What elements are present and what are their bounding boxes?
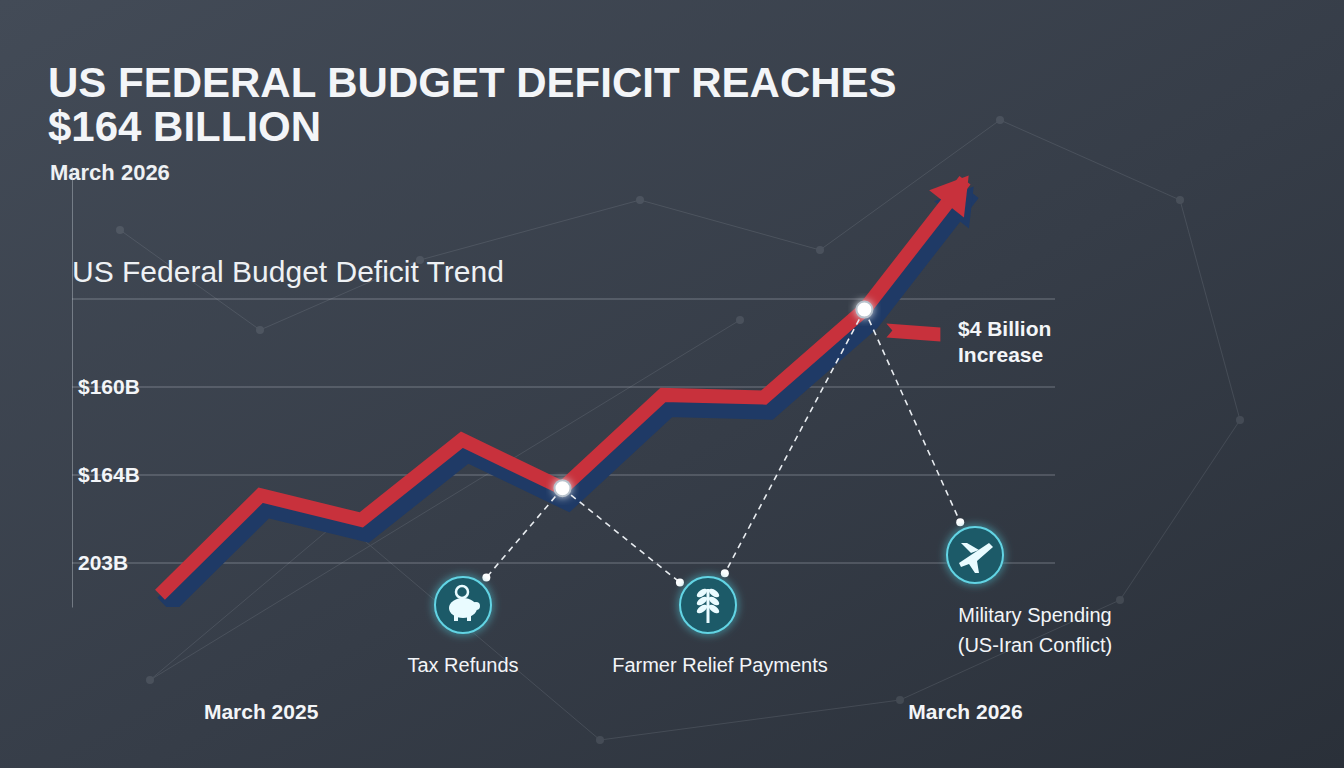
network-line: [340, 520, 600, 740]
line: [160, 180, 965, 594]
y-label-annotation: $164B: [78, 463, 140, 486]
x-tick: March 2025: [204, 700, 319, 723]
network-node: [596, 736, 604, 744]
background-network: [116, 116, 1244, 744]
plot-area: [160, 175, 974, 605]
grid-line: [72, 298, 1055, 299]
icon-circle: [680, 577, 736, 633]
annotation-icon: [680, 577, 736, 633]
icon-glyph: [454, 615, 458, 621]
arrowhead: [929, 175, 968, 217]
leader-end: [956, 518, 964, 526]
y-axis: [72, 168, 74, 608]
annotation-text: Tax Refunds: [407, 654, 518, 676]
annotation-line: Increase: [958, 343, 1043, 366]
network-line: [600, 700, 900, 740]
annotation-text: Farmer Relief Payments: [612, 654, 828, 676]
network-node: [116, 226, 124, 234]
x-tick-label: March 2026: [908, 700, 1022, 723]
icon-glyph: [707, 603, 720, 615]
x-tick-label: March 2025: [204, 700, 319, 723]
y-label-annotation: $160B: [78, 375, 140, 398]
leader-line: [864, 310, 960, 523]
annotation-line: (US-Iran Conflict): [958, 634, 1112, 656]
y-axis-line: [72, 168, 73, 608]
network-node: [636, 196, 644, 204]
annotation-icon: [947, 527, 1003, 583]
highlight-dot: [856, 302, 872, 318]
icon-circle: [947, 527, 1003, 583]
annotation-line: $164B: [78, 463, 140, 486]
y-label-annotation: 203B: [78, 551, 128, 574]
annotations: $4 Billion Increase Tax Refunds Farmer Reli…: [78, 302, 1112, 676]
annotation-flag: [886, 324, 940, 342]
icon-glyph: [959, 543, 993, 573]
network-node: [1236, 416, 1244, 424]
network-line: [640, 200, 820, 250]
grid-line: [72, 474, 1055, 475]
leader-end: [482, 574, 490, 582]
network-node: [256, 326, 264, 334]
network-line: [820, 120, 1000, 250]
network-node: [736, 316, 744, 324]
network-line: [900, 600, 1120, 700]
annotation-icon: [435, 577, 491, 633]
network-node: [1176, 196, 1184, 204]
background: [0, 0, 1344, 768]
network-node: [996, 116, 1004, 124]
network-node: [896, 696, 904, 704]
icon-circle: [435, 577, 491, 633]
annotation-line: Farmer Relief Payments: [612, 654, 828, 676]
title-group: US FEDERAL BUDGET DEFICIT REACHES$164 BI…: [48, 59, 897, 150]
leader-end: [676, 578, 684, 586]
network-node: [816, 246, 824, 254]
annotation-text: $4 Billion Increase: [958, 317, 1051, 366]
x-tick: March 2026: [908, 700, 1022, 723]
subtitle: March 2026: [50, 160, 170, 185]
x-axis: March 2025 March 2026: [204, 700, 1023, 723]
leader-line: [563, 488, 680, 582]
network-line: [150, 320, 740, 680]
icon-glyph: [456, 586, 468, 598]
network-node: [146, 676, 154, 684]
icon-glyph: [707, 595, 720, 607]
icon-glyph: [472, 602, 480, 610]
network-line: [420, 200, 640, 260]
chart-heading: US Federal Budget Deficit Trend: [72, 255, 504, 288]
annotation-line: 203B: [78, 551, 128, 574]
icon-glyph: [695, 595, 708, 607]
icon-glyph: [707, 587, 720, 599]
title: US FEDERAL BUDGET DEFICIT REACHES: [48, 59, 897, 106]
annotation-text: Military Spending (US-Iran Conflict): [958, 604, 1112, 656]
icon-glyph: [961, 543, 979, 553]
network-line: [1120, 420, 1240, 600]
grid: [72, 299, 1055, 563]
chart: US FEDERAL BUDGET DEFICIT REACHES$164 BI…: [0, 0, 1344, 768]
annotation-line: $160B: [78, 375, 140, 398]
leader-line: [486, 488, 562, 577]
annotation-line: Tax Refunds: [407, 654, 518, 676]
icon-glyph: [695, 603, 708, 615]
network-line: [1180, 200, 1240, 420]
icon-glyph: [467, 615, 471, 621]
network-node: [1116, 596, 1124, 604]
line-shadow: [165, 191, 970, 605]
leader-end: [721, 569, 729, 577]
network-line: [1000, 120, 1180, 200]
annotation-line: $4 Billion: [958, 317, 1051, 340]
annotation-line: Military Spending: [958, 604, 1111, 626]
grid-line: [72, 386, 1055, 387]
highlight-dot: [555, 480, 571, 496]
icon-glyph: [695, 587, 708, 599]
title: $164 BILLION: [48, 103, 321, 150]
leader-line: [725, 310, 865, 574]
